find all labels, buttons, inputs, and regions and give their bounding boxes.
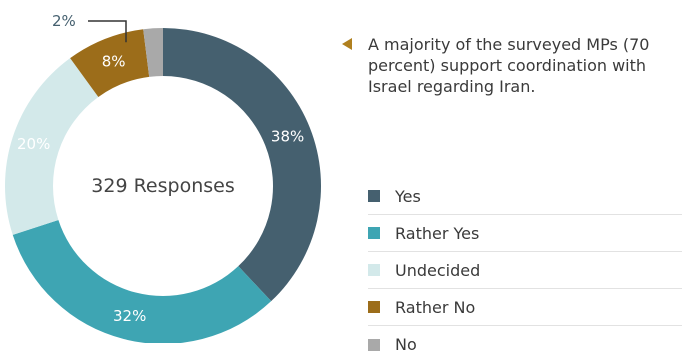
donut-chart: 38% 32% 20% 8% 2% 329 Responses [4,12,321,343]
donut-slice-undecided [4,58,99,235]
legend-swatch [368,301,380,313]
slice-label-undecided: 20% [17,135,50,153]
legend-label: Undecided [395,260,481,280]
donut-slice-rather-no [70,29,150,98]
slice-label-rather-yes: 32% [113,307,146,325]
annotation: A majority of the surveyed MPs (70 perce… [342,34,676,97]
annotation-text: A majority of the surveyed MPs (70 perce… [368,35,650,96]
donut-slice-rather-yes [12,219,272,343]
slice-label-no: 2% [52,12,76,30]
legend-item-rather-no: Rather No [368,289,682,326]
legend-swatch [368,338,380,351]
center-label: 329 Responses [91,175,234,197]
legend-label: Rather Yes [395,223,480,243]
donut-slice-no [143,28,163,77]
donut-slice-yes [163,28,321,302]
legend-item-yes: Yes [368,178,682,215]
slice-label-rather-no: 8% [102,52,126,70]
legend-swatch [368,227,380,239]
legend-label: No [395,335,417,354]
legend: Yes Rather Yes Undecided Rather No No [368,178,682,363]
legend-swatch [368,264,380,276]
slice-label-yes: 38% [271,128,304,146]
legend-item-no: No [368,326,682,363]
legend-item-undecided: Undecided [368,252,682,289]
legend-item-rather-yes: Rather Yes [368,215,682,252]
legend-label: Yes [395,186,421,206]
legend-swatch [368,190,380,202]
leader-line [88,20,127,43]
legend-label: Rather No [395,297,476,317]
annotation-pointer-icon [342,38,352,50]
